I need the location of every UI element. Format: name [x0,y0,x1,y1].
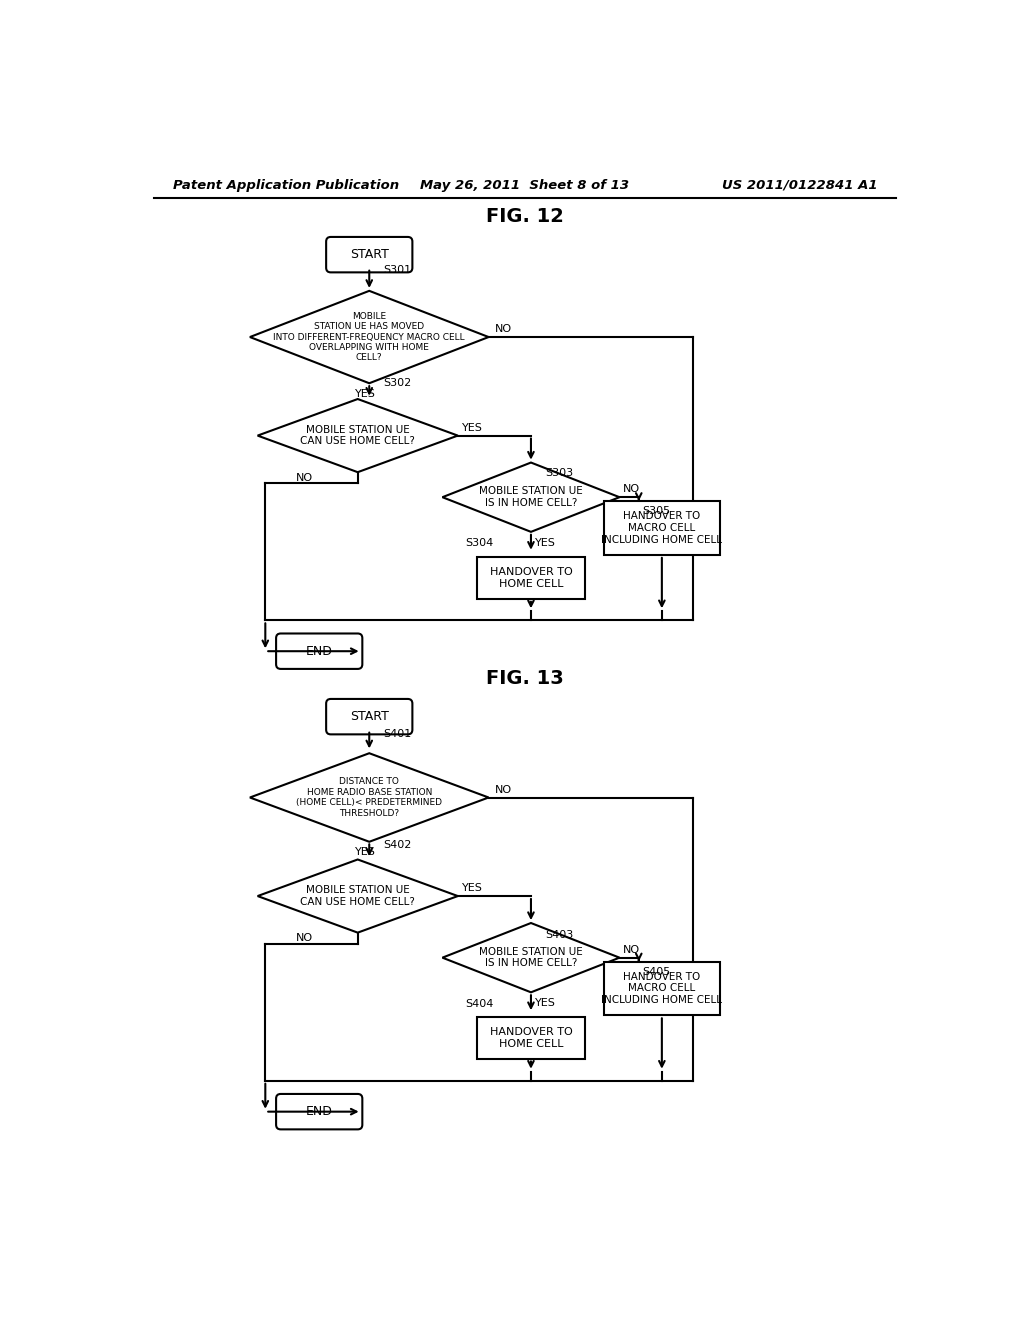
Polygon shape [250,754,488,842]
FancyBboxPatch shape [276,1094,362,1130]
Text: END: END [306,1105,333,1118]
Text: S402: S402 [383,841,412,850]
Text: MOBILE STATION UE
CAN USE HOME CELL?: MOBILE STATION UE CAN USE HOME CELL? [300,886,415,907]
Text: HANDOVER TO
MACRO CELL
INCLUDING HOME CELL: HANDOVER TO MACRO CELL INCLUDING HOME CE… [601,972,722,1005]
Text: NO: NO [495,785,512,795]
Text: MOBILE STATION UE
IS IN HOME CELL?: MOBILE STATION UE IS IN HOME CELL? [479,486,583,508]
Bar [477,557,585,599]
Text: YES: YES [462,883,482,894]
Text: HANDOVER TO
HOME CELL: HANDOVER TO HOME CELL [489,1027,572,1048]
Text: YES: YES [355,389,376,399]
Text: NO: NO [296,933,313,944]
Bar [477,1016,585,1059]
Text: FIG. 13: FIG. 13 [486,669,563,688]
Text: START: START [350,710,389,723]
Text: S304: S304 [466,539,494,548]
Polygon shape [442,462,620,532]
Text: YES: YES [355,847,376,857]
Polygon shape [250,290,488,383]
Text: MOBILE STATION UE
IS IN HOME CELL?: MOBILE STATION UE IS IN HOME CELL? [479,946,583,969]
Text: S301: S301 [383,265,412,275]
Text: S302: S302 [383,379,412,388]
Text: DISTANCE TO
HOME RADIO BASE STATION
(HOME CELL)< PREDETERMINED
THRESHOLD?: DISTANCE TO HOME RADIO BASE STATION (HOM… [296,777,442,817]
Polygon shape [442,923,620,993]
FancyBboxPatch shape [276,634,362,669]
Text: END: END [306,644,333,657]
Text: May 26, 2011  Sheet 8 of 13: May 26, 2011 Sheet 8 of 13 [420,178,630,191]
Bar [604,502,720,554]
Bar [604,961,720,1015]
Text: US 2011/0122841 A1: US 2011/0122841 A1 [722,178,878,191]
Text: Patent Application Publication: Patent Application Publication [173,178,399,191]
FancyBboxPatch shape [326,238,413,272]
Text: YES: YES [535,537,556,548]
Text: MOBILE STATION UE
CAN USE HOME CELL?: MOBILE STATION UE CAN USE HOME CELL? [300,425,415,446]
Text: S305: S305 [643,506,671,516]
Text: S405: S405 [643,966,671,977]
Text: HANDOVER TO
HOME CELL: HANDOVER TO HOME CELL [489,568,572,589]
Text: FIG. 12: FIG. 12 [485,207,564,226]
Text: MOBILE
STATION UE HAS MOVED
INTO DIFFERENT-FREQUENCY MACRO CELL
OVERLAPPING WITH: MOBILE STATION UE HAS MOVED INTO DIFFERE… [273,312,465,363]
FancyBboxPatch shape [326,700,413,734]
Text: S303: S303 [545,467,573,478]
Text: NO: NO [296,473,313,483]
Text: S403: S403 [545,929,573,940]
Text: YES: YES [462,422,482,433]
Polygon shape [258,859,458,933]
Text: S401: S401 [383,730,412,739]
Polygon shape [258,399,458,473]
Text: S404: S404 [466,999,494,1008]
Text: HANDOVER TO
MACRO CELL
INCLUDING HOME CELL: HANDOVER TO MACRO CELL INCLUDING HOME CE… [601,511,722,545]
Text: NO: NO [624,484,640,495]
Text: NO: NO [495,325,512,334]
Text: YES: YES [535,998,556,1008]
Text: NO: NO [624,945,640,954]
Text: START: START [350,248,389,261]
